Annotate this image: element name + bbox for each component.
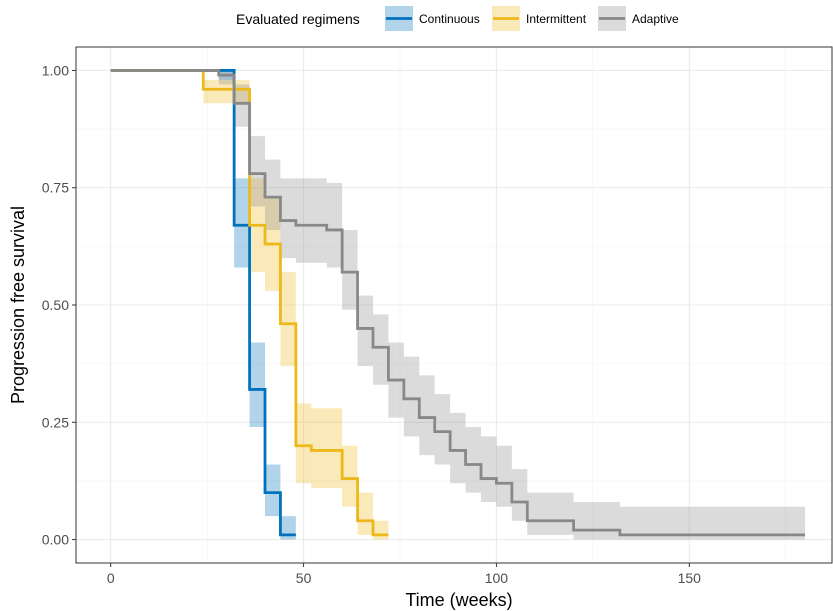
y-axis-title: Progression free survival [8,206,28,404]
x-axis-title: Time (weeks) [405,590,512,610]
x-axis: 0 50 100 150 [107,563,701,586]
legend: Evaluated regimens Continuous Intermitten… [236,6,679,31]
x-tick-label: 0 [107,570,115,586]
x-tick-label: 50 [296,570,312,586]
y-tick-label: 1.00 [42,62,69,78]
y-tick-label: 0.50 [42,297,69,313]
legend-label-intermittent: Intermittent [526,12,587,26]
legend-label-adaptive: Adaptive [632,12,679,26]
y-tick-label: 0.75 [42,180,69,196]
y-tick-label: 0.25 [42,414,69,430]
band-continuous [110,70,296,540]
legend-title: Evaluated regimens [236,11,360,27]
line-continuous [110,69,296,537]
x-tick-label: 150 [678,570,702,586]
grid [76,47,832,563]
survival-curves [110,69,805,537]
line-adaptive [110,69,805,537]
band-intermittent [110,70,389,540]
legend-label-continuous: Continuous [419,12,480,26]
band-adaptive [110,70,805,540]
y-tick-label: 0.00 [42,532,69,548]
x-tick-label: 100 [485,570,509,586]
confidence-bands [110,70,805,540]
y-axis: 0.00 0.25 0.50 0.75 1.00 [42,62,76,548]
